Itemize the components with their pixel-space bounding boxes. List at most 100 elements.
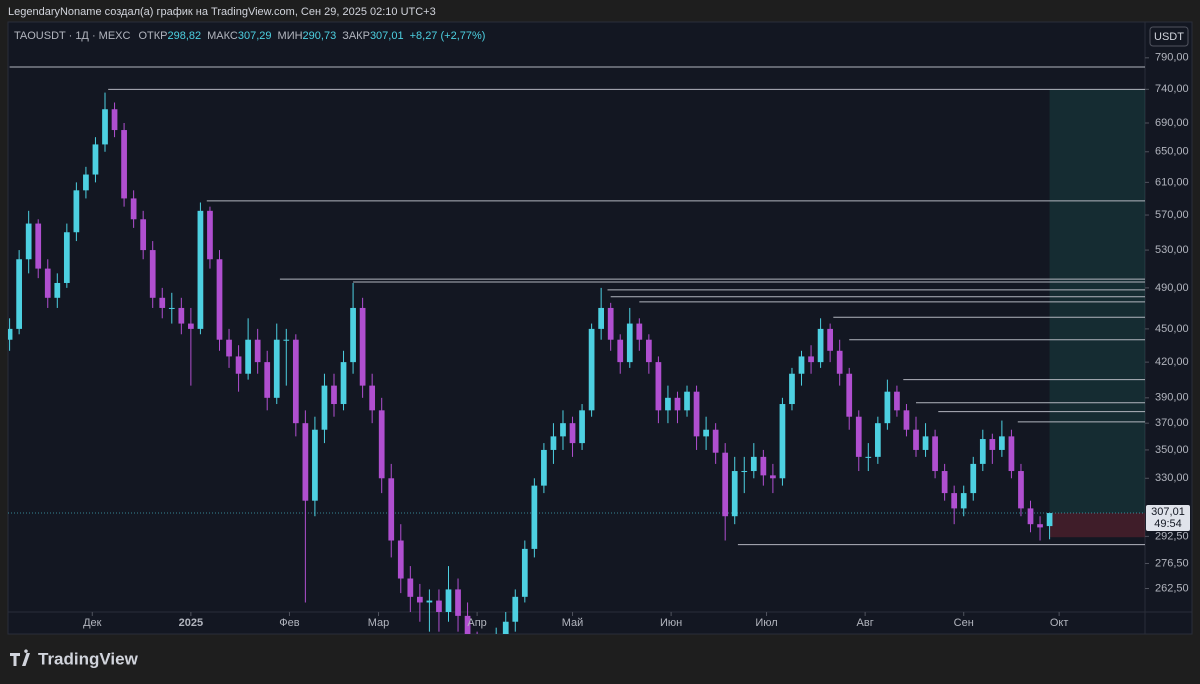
candle-body: [254, 339, 261, 363]
candle-body: [770, 475, 776, 479]
candle-body: [531, 485, 538, 549]
footer-logo: TradingView: [10, 649, 139, 668]
candle-body: [312, 429, 318, 501]
candle-body: [264, 362, 271, 398]
candle-body: [1046, 513, 1053, 527]
y-tick-label: 330,00: [1155, 472, 1189, 484]
candle-body: [397, 540, 404, 579]
candle-body: [569, 423, 576, 444]
candle-body: [302, 423, 309, 501]
candle-body: [369, 385, 376, 411]
candle-body: [159, 297, 166, 308]
legend-label: ОТКР: [138, 30, 167, 42]
y-tick-label: 350,00: [1155, 444, 1189, 456]
candle-body: [149, 250, 156, 298]
position-target: [1049, 89, 1145, 514]
price-label: 307,01: [1151, 506, 1185, 518]
y-tick-label: 610,00: [1155, 176, 1189, 188]
candle-body: [874, 423, 881, 457]
candle-body: [445, 589, 452, 612]
candle-body: [16, 259, 22, 329]
candle-body: [1008, 436, 1015, 472]
x-tick-label: 2025: [179, 617, 203, 629]
footer-text: TradingView: [38, 649, 139, 668]
x-tick-label: Окт: [1050, 617, 1069, 629]
x-tick-label: Сен: [954, 617, 974, 629]
candle-body: [970, 463, 977, 494]
candle-body: [350, 307, 356, 363]
currency-button[interactable]: [1149, 26, 1189, 47]
candle-body: [579, 410, 585, 444]
candle-body: [63, 232, 70, 283]
candle-body: [54, 282, 61, 298]
candle-body: [521, 548, 528, 597]
y-tick-label: 740,00: [1155, 83, 1189, 95]
candle-body: [8, 328, 13, 340]
candle-body: [560, 423, 566, 437]
x-tick-label: Июн: [660, 617, 682, 629]
candle-body: [674, 397, 681, 411]
legend-value: 290,73: [303, 30, 337, 42]
y-tick-label: 276,50: [1155, 557, 1189, 569]
candle-body: [789, 373, 795, 405]
y-tick-label: 370,00: [1155, 417, 1189, 429]
candle-body: [111, 109, 118, 131]
plot: [8, 66, 1145, 634]
candle-body: [655, 362, 662, 411]
candle-body: [502, 621, 509, 634]
candle-body: [703, 429, 709, 437]
legend-value: 307,29: [238, 30, 272, 42]
candle-body: [92, 144, 99, 175]
candle-body: [922, 436, 929, 450]
candle-body: [731, 471, 738, 517]
candle-body: [541, 449, 547, 486]
candle-body: [407, 578, 414, 597]
candle-body: [216, 259, 223, 340]
candle-body: [331, 385, 337, 405]
candle-body: [321, 385, 328, 430]
candle-body: [760, 456, 767, 476]
y-tick-label: 390,00: [1155, 392, 1189, 404]
y-tick-label: 262,50: [1155, 582, 1189, 594]
candle-body: [693, 391, 700, 437]
candle-body: [626, 323, 633, 363]
legend-label: МАКС: [207, 30, 238, 42]
candle-body: [207, 210, 213, 260]
candle-body: [779, 404, 786, 479]
candle-body: [121, 130, 127, 199]
candle-body: [903, 410, 910, 430]
candle-body: [464, 615, 471, 634]
candle-body: [645, 339, 652, 363]
candle-body: [273, 339, 280, 398]
candle-body: [426, 600, 433, 603]
y-tick-label: 650,00: [1155, 146, 1189, 158]
y-tick-label: 690,00: [1155, 117, 1189, 129]
y-tick-label: 292,50: [1155, 530, 1189, 542]
candle-body: [197, 210, 204, 329]
candle-body: [884, 391, 891, 424]
candle-body: [283, 339, 290, 341]
symbol: TAOUSDT · 1Д · MEXC: [14, 30, 130, 42]
y-tick-label: 420,00: [1155, 356, 1189, 368]
candle-body: [665, 397, 671, 411]
candle-body: [636, 323, 643, 340]
candle-body: [951, 493, 958, 509]
legend-value: 307,01: [370, 30, 404, 42]
candle-body: [417, 596, 423, 603]
legend: TAOUSDT · 1Д · MEXC ОТКР298,82 МАКС307,29 М…: [14, 30, 485, 42]
price-label-box: [1146, 505, 1190, 532]
candle-body: [130, 198, 137, 220]
candle-body: [44, 268, 51, 298]
candle-body: [455, 589, 461, 616]
x-tick-label: Май: [562, 617, 584, 629]
x-tick-label: Июл: [755, 617, 777, 629]
header-text: LegendaryNoname создал(а) график на Trad…: [8, 6, 436, 18]
candle-body: [178, 307, 185, 324]
candle-body: [292, 339, 299, 424]
candle-body: [550, 436, 557, 450]
candle-body: [817, 328, 824, 363]
currency[interactable]: USDT: [1154, 31, 1184, 43]
candle-body: [378, 410, 385, 479]
candle-body: [102, 109, 108, 145]
legend-label: МИН: [278, 30, 303, 42]
